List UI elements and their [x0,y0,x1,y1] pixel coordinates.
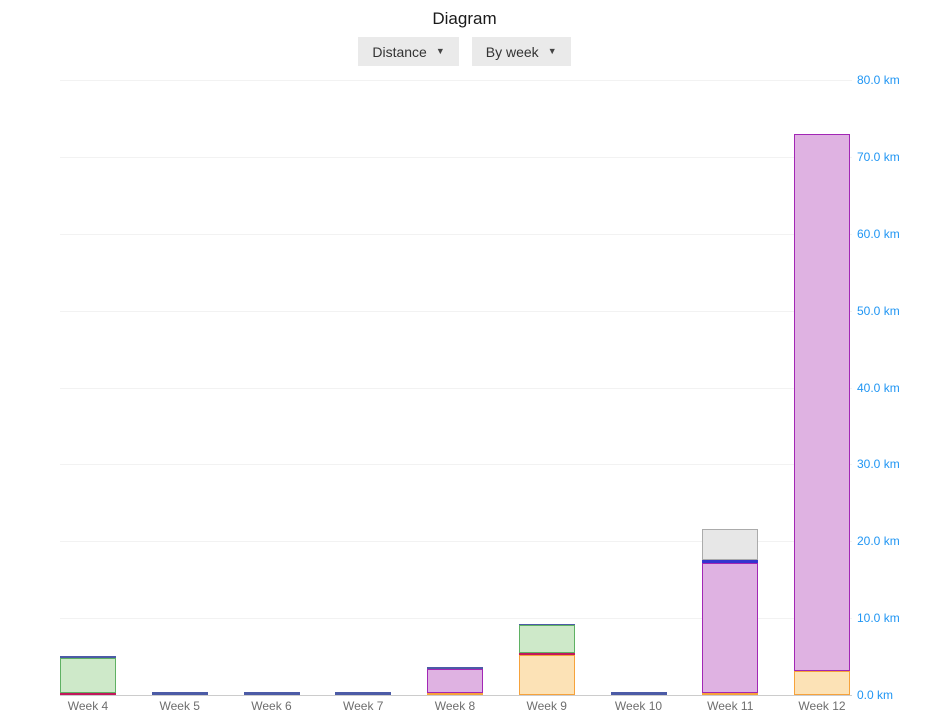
bar-segment-purple[interactable] [794,133,850,672]
y-axis-tick-label: 10.0 km [857,611,900,626]
y-axis-tick-label: 30.0 km [857,457,900,472]
gridline [60,464,852,466]
gridline [60,618,852,620]
bar-segment-navy[interactable] [518,623,575,626]
gridline [60,387,852,389]
bar-segment-navy[interactable] [60,655,116,659]
x-axis-category-label: Week 7 [343,699,384,713]
bar-segment-green[interactable] [60,658,116,694]
y-axis-tick-label: 50.0 km [857,303,900,318]
gridline [60,541,852,543]
bar-segment-orange[interactable] [702,693,759,695]
y-axis-tick-label: 0.0 km [857,688,894,702]
bar-segment-orange[interactable] [794,671,850,695]
x-axis-baseline [60,695,852,696]
y-axis-tick-label: 20.0 km [857,534,900,549]
bar-segment-purple[interactable] [702,562,759,694]
bar-segment-purple[interactable] [427,668,483,694]
x-axis-category-label: Week 11 [707,699,754,713]
gridline [60,233,852,235]
gridline [60,80,852,81]
x-axis-category-label: Week 9 [526,699,567,713]
x-axis-category-label: Week 12 [798,699,846,713]
bar-segment-navy[interactable] [335,691,392,695]
y-axis-tick-label: 60.0 km [857,226,900,241]
x-axis-category-label: Week 10 [614,699,663,713]
page-title: Diagram [432,9,497,28]
bar-segment-navy[interactable] [427,666,483,669]
y-axis-tick-label: 40.0 km [857,380,900,395]
chevron-down-icon: ▼ [435,46,445,56]
x-axis-category-label: Week 4 [67,699,109,713]
bar-segment-gray[interactable] [702,528,759,560]
bar-segment-red[interactable] [518,653,575,656]
bar-segment-red[interactable] [60,693,116,695]
chevron-down-icon: ▼ [547,46,557,56]
bar-segment-blue[interactable] [702,559,759,563]
chart-controls: Distance ▼ By week ▼ [0,37,929,66]
gridline [60,156,852,158]
x-axis-category-label: Week 6 [251,699,292,713]
bar-segment-navy[interactable] [151,691,208,695]
bar-segment-navy[interactable] [610,691,667,695]
x-axis-category-label: Week 5 [159,699,200,713]
bar-segment-navy[interactable] [243,691,300,695]
bar-segment-green[interactable] [518,625,575,654]
metric-dropdown-label: Distance [372,43,427,60]
gridline [60,310,852,312]
metric-dropdown[interactable]: Distance ▼ [358,37,459,66]
bar-segment-orange[interactable] [427,693,483,695]
grouping-dropdown-label: By week [485,43,539,60]
y-axis-tick-label: 70.0 km [857,149,900,164]
grouping-dropdown[interactable]: By week ▼ [471,37,571,66]
bar-segment-orange[interactable] [518,655,575,695]
x-axis-category-label: Week 8 [434,699,476,713]
y-axis-tick-label: 80.0 km [857,73,900,87]
